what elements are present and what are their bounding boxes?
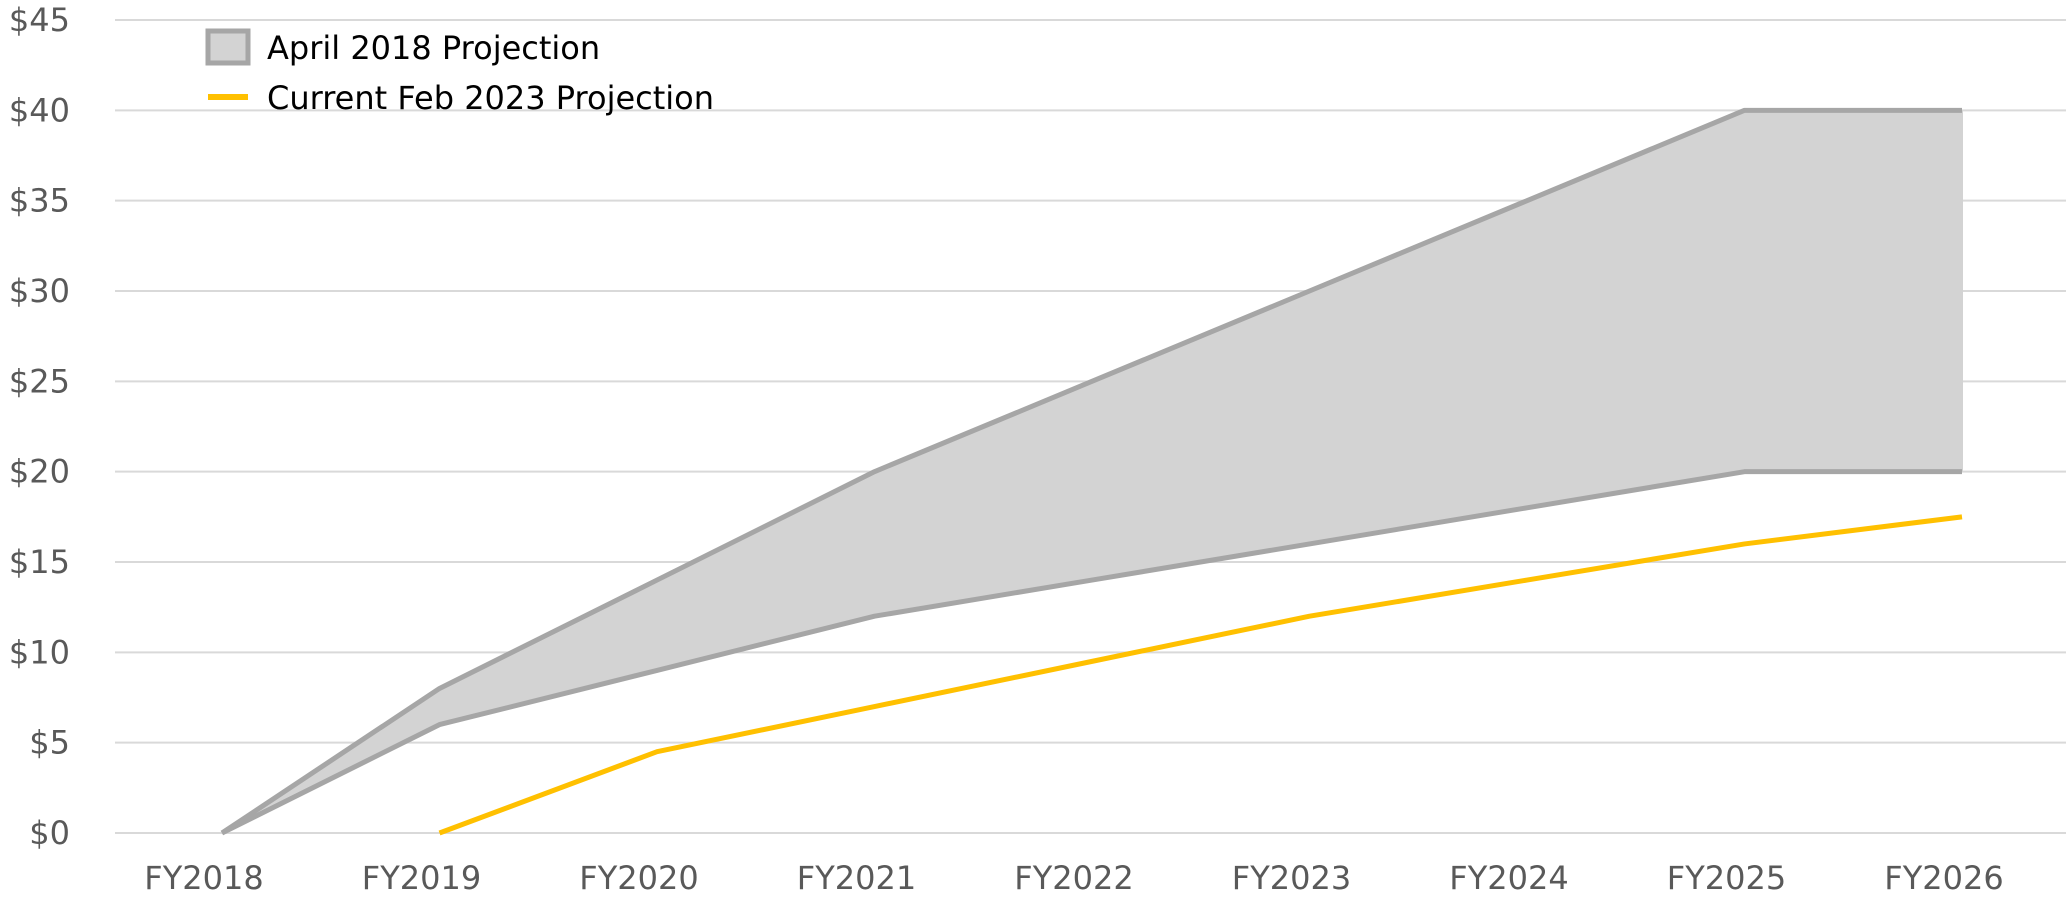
x-tick-label: FY2021 (797, 859, 916, 897)
x-tick-label: FY2018 (144, 859, 263, 897)
y-tick-label: $15 (9, 543, 70, 581)
x-tick-label: FY2019 (362, 859, 481, 897)
y-tick-label: $35 (9, 182, 70, 220)
y-axis-ticks: $0 $5 $10 $15 $20 $25 $30 $35 $40 $45 (9, 1, 70, 852)
y-tick-label: $10 (9, 633, 70, 671)
legend-label-april-2018: April 2018 Projection (267, 29, 600, 67)
x-tick-label: FY2025 (1667, 859, 1786, 897)
y-tick-label: $45 (9, 1, 70, 39)
series (220, 107, 1963, 836)
band-upper-line (220, 107, 1962, 836)
y-tick-label: $40 (9, 91, 70, 129)
series-line-feb-2023 (438, 514, 1963, 836)
x-axis-ticks: FY2018 FY2019 FY2020 FY2021 FY2022 FY2023 FY20… (144, 859, 2003, 897)
band-lower-line (220, 469, 1962, 836)
y-tick-label: $25 (9, 362, 70, 400)
x-tick-label: FY2020 (579, 859, 698, 897)
legend-label-feb-2023: Current Feb 2023 Projection (267, 79, 714, 117)
x-tick-label: FY2026 (1884, 859, 2003, 897)
y-tick-label: $30 (9, 272, 70, 310)
x-tick-label: FY2022 (1014, 859, 1133, 897)
band-fill-april-2018 (222, 110, 1962, 834)
x-tick-label: FY2023 (1232, 859, 1351, 897)
y-tick-label: $20 (9, 453, 70, 491)
legend: April 2018 Projection Current Feb 2023 P… (205, 28, 714, 117)
y-tick-label: $5 (29, 724, 70, 762)
legend-swatch-april-2018 (205, 28, 251, 66)
x-tick-label: FY2024 (1449, 859, 1568, 897)
y-tick-label: $0 (29, 814, 70, 852)
